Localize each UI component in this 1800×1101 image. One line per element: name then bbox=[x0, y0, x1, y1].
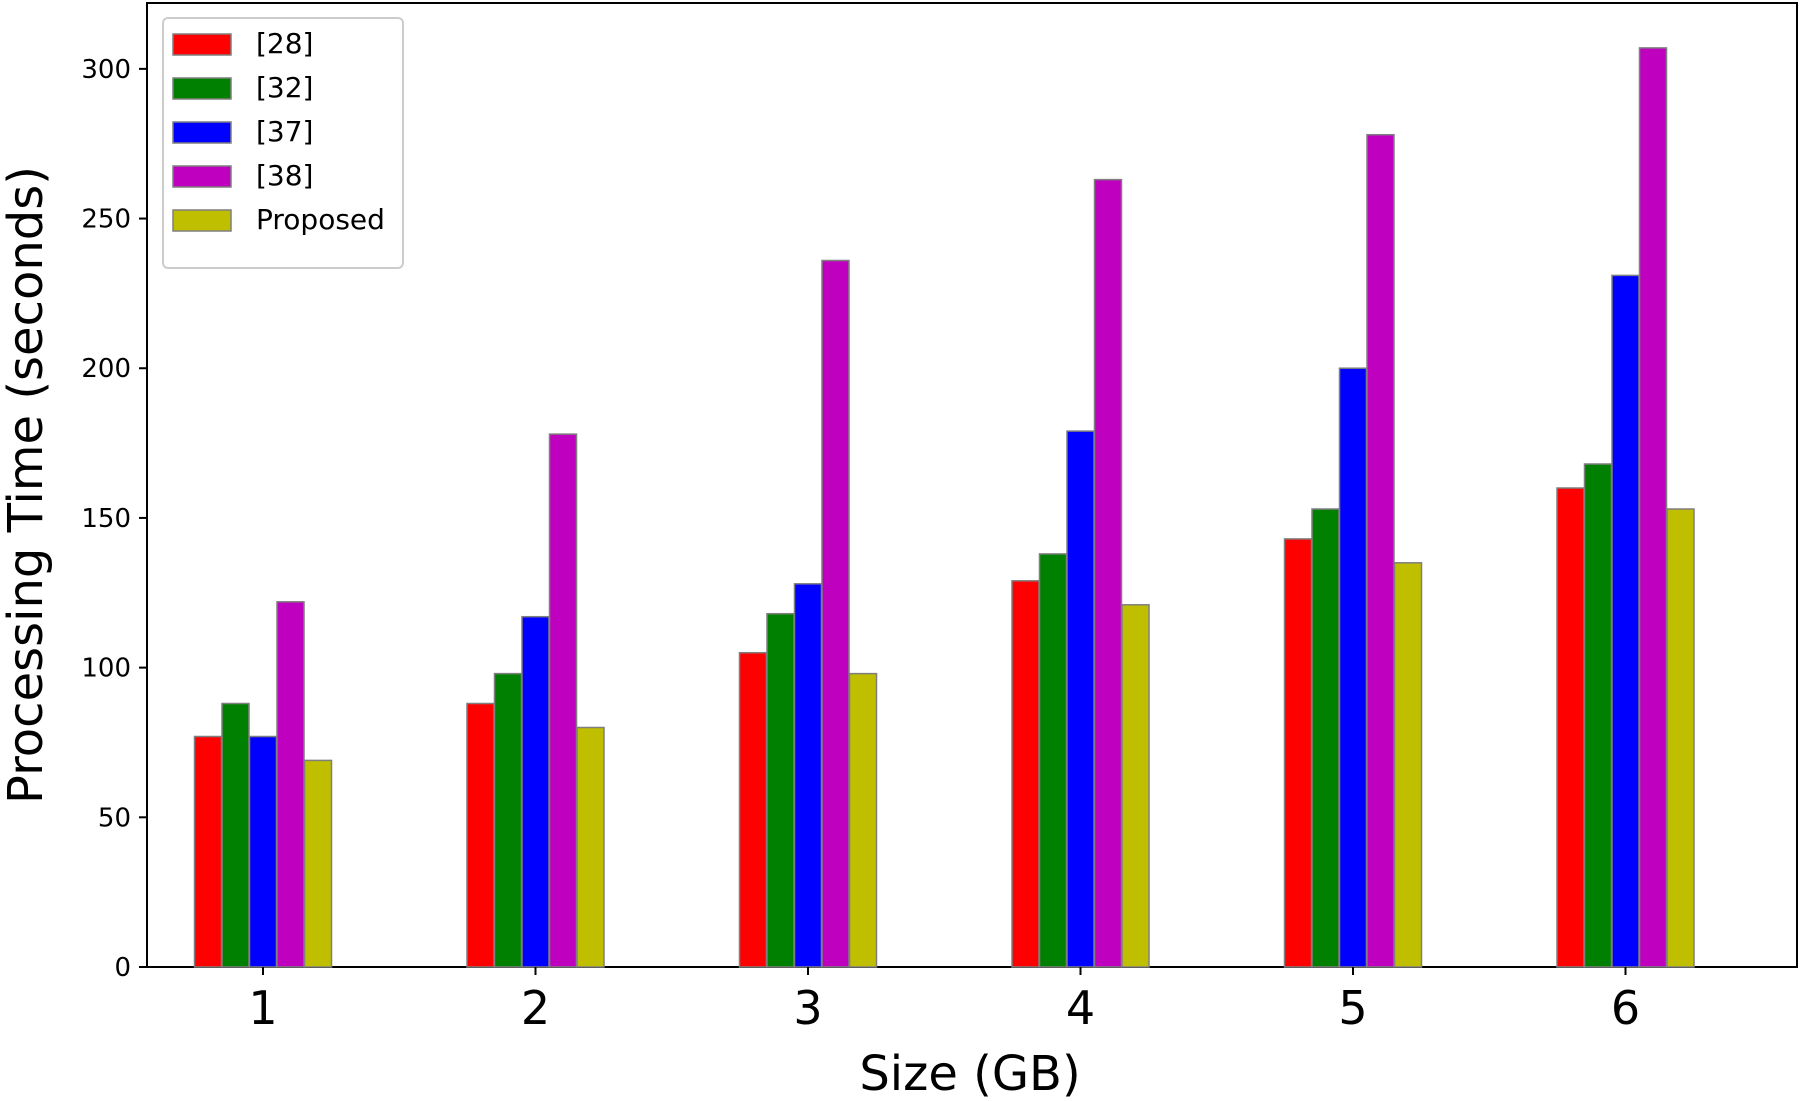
legend: [28] [32] [37] [38] Proposed bbox=[162, 17, 404, 269]
legend-swatch-5 bbox=[172, 209, 232, 232]
legend-swatch-4 bbox=[172, 165, 232, 188]
bar-6-series-1 bbox=[1556, 487, 1585, 968]
bar-6-series-5 bbox=[1666, 508, 1695, 968]
bar-5-series-1 bbox=[1283, 538, 1313, 968]
legend-swatch-1 bbox=[172, 33, 232, 56]
x-tick-label: 4 bbox=[1066, 981, 1095, 1035]
bar-6-series-4 bbox=[1638, 47, 1668, 968]
bar-4-series-3 bbox=[1066, 430, 1095, 968]
bar-1-series-4 bbox=[276, 601, 305, 968]
bar-2-series-2 bbox=[493, 672, 523, 968]
legend-swatch-3 bbox=[172, 121, 232, 144]
x-axis-label: Size (GB) bbox=[859, 1046, 1080, 1101]
x-tick-label: 6 bbox=[1611, 981, 1640, 1035]
bar-group bbox=[193, 47, 1695, 968]
legend-label-3: [37] bbox=[256, 115, 313, 148]
bar-6-series-3 bbox=[1611, 274, 1640, 968]
bar-1-series-1 bbox=[193, 735, 223, 968]
bar-3-series-3 bbox=[793, 583, 823, 968]
bar-2-series-1 bbox=[466, 702, 495, 968]
plot-area bbox=[146, 2, 1798, 968]
bar-3-series-5 bbox=[848, 672, 878, 968]
bar-2-series-5 bbox=[576, 726, 605, 968]
bar-4-series-1 bbox=[1011, 580, 1040, 968]
y-tick-label: 50 bbox=[98, 803, 131, 833]
y-tick-label: 200 bbox=[81, 354, 131, 384]
y-tick-label: 300 bbox=[81, 55, 131, 85]
x-tick-label: 5 bbox=[1338, 981, 1367, 1035]
bar-5-series-2 bbox=[1311, 508, 1340, 968]
bar-3-series-1 bbox=[738, 651, 768, 968]
bar-1-series-3 bbox=[248, 735, 278, 968]
x-tick-label: 3 bbox=[793, 981, 822, 1035]
bar-4-series-5 bbox=[1121, 604, 1150, 968]
y-axis-ticks: 0 50 100 150 200 250 300 bbox=[81, 55, 147, 983]
bar-3-series-4 bbox=[821, 259, 850, 968]
legend-swatch-2 bbox=[172, 77, 232, 100]
bar-1-series-2 bbox=[221, 702, 250, 968]
bar-6-series-2 bbox=[1583, 463, 1613, 968]
bar-4-series-2 bbox=[1038, 553, 1068, 968]
bar-5-series-3 bbox=[1338, 367, 1368, 968]
bar-5-series-5 bbox=[1393, 562, 1423, 968]
legend-label-2: [32] bbox=[256, 71, 313, 104]
y-tick-label: 100 bbox=[81, 654, 131, 684]
x-axis-ticks: 1 2 3 4 5 6 bbox=[248, 967, 1640, 1035]
bar-4-series-4 bbox=[1093, 178, 1123, 968]
x-tick-label: 2 bbox=[521, 981, 550, 1035]
bar-2-series-4 bbox=[548, 433, 578, 968]
bar-1-series-5 bbox=[303, 759, 333, 968]
legend-label-4: [38] bbox=[256, 159, 313, 192]
y-tick-label: 250 bbox=[81, 205, 131, 235]
legend-label-5: Proposed bbox=[256, 203, 385, 236]
bar-3-series-2 bbox=[766, 612, 795, 968]
bar-5-series-4 bbox=[1366, 133, 1395, 968]
bar-2-series-3 bbox=[521, 615, 550, 968]
y-tick-label: 0 bbox=[114, 953, 131, 983]
legend-label-1: [28] bbox=[256, 27, 313, 60]
y-tick-label: 150 bbox=[81, 504, 131, 534]
y-axis-label: Processing Time (seconds) bbox=[0, 166, 54, 804]
x-tick-label: 1 bbox=[248, 981, 277, 1035]
